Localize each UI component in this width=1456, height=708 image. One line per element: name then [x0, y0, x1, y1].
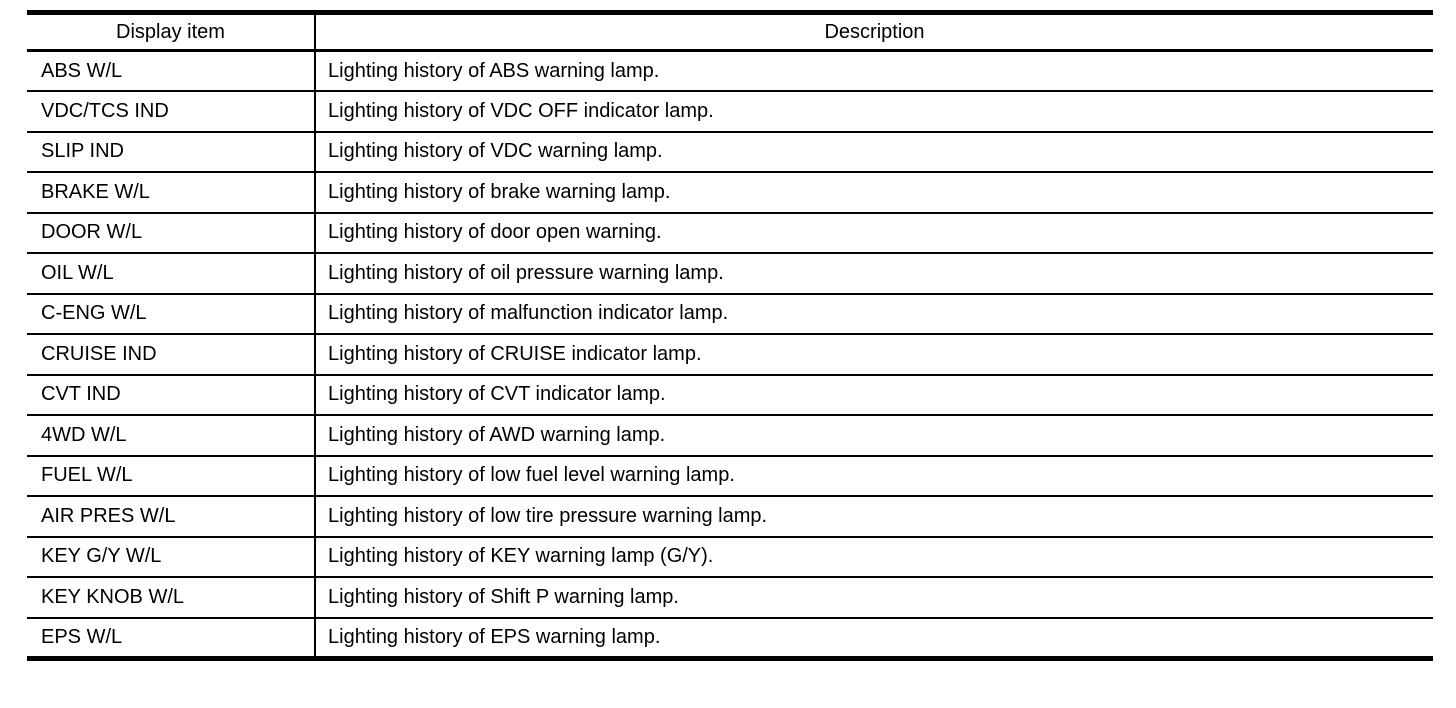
description-cell: Lighting history of VDC OFF indicator la…: [315, 91, 1433, 133]
description-cell: Lighting history of door open warning.: [315, 212, 1433, 254]
description-cell: Lighting history of KEY warning lamp (G/…: [315, 536, 1433, 578]
description-cell: Lighting history of EPS warning lamp.: [328, 625, 661, 648]
table-row: VDC/TCS IND Lighting history of VDC OFF …: [27, 91, 1433, 133]
table-row: FUEL W/L Lighting history of low fuel le…: [27, 455, 1433, 497]
display-item-cell: AIR PRES W/L: [27, 496, 316, 538]
description-cell: Lighting history of low fuel level warni…: [315, 455, 1433, 497]
description-cell: Lighting history of VDC warning lamp.: [315, 131, 1433, 173]
table-row: 4WD W/L Lighting history of AWD warning …: [27, 415, 1433, 457]
display-item-cell: OIL W/L: [27, 253, 316, 295]
table-row: EPS W/L Lighting history of EPS warning …: [27, 617, 1433, 658]
display-item-cell: ABS W/L: [27, 50, 316, 92]
display-item-cell: FUEL W/L: [27, 455, 316, 497]
display-item-cell: C-ENG W/L: [27, 293, 316, 335]
table-row: KEY KNOB W/L Lighting history of Shift P…: [27, 577, 1433, 619]
table-row: CVT IND Lighting history of CVT indicato…: [27, 374, 1433, 416]
table-row: ABS W/L Lighting history of ABS warning …: [27, 50, 1433, 92]
description-cell: Lighting history of low tire pressure wa…: [315, 496, 1433, 538]
header-display-item: Display item: [27, 12, 316, 52]
display-item-cell: VDC/TCS IND: [27, 91, 316, 133]
description-cell: Lighting history of CRUISE indicator lam…: [315, 334, 1433, 376]
display-item-cell: CVT IND: [27, 374, 316, 416]
table-row: CRUISE IND Lighting history of CRUISE in…: [27, 334, 1433, 376]
header-description: Description: [315, 12, 1433, 52]
display-item-cell: KEY G/Y W/L: [27, 536, 316, 578]
description-cell: Lighting history of malfunction indicato…: [315, 293, 1433, 335]
description-cell: Lighting history of oil pressure warning…: [315, 253, 1433, 295]
description-cell: Lighting history of CVT indicator lamp.: [315, 374, 1433, 416]
display-item-table: Display item Description ABS W/L Lightin…: [27, 10, 1433, 661]
display-item-cell: SLIP IND: [27, 131, 316, 173]
table-row: SLIP IND Lighting history of VDC warning…: [27, 131, 1433, 173]
table-row: BRAKE W/L Lighting history of brake warn…: [27, 172, 1433, 214]
display-item-cell: CRUISE IND: [27, 334, 316, 376]
table-row: DOOR W/L Lighting history of door open w…: [27, 212, 1433, 254]
table-row: C-ENG W/L Lighting history of malfunctio…: [27, 293, 1433, 335]
display-item-cell: KEY KNOB W/L: [27, 577, 316, 619]
display-item-cell: EPS W/L: [27, 617, 316, 658]
header-row: Display item Description: [27, 12, 1433, 52]
description-cell: Lighting history of AWD warning lamp.: [315, 415, 1433, 457]
table-header: Display item Description: [27, 12, 1433, 52]
table-row: AIR PRES W/L Lighting history of low tir…: [27, 496, 1433, 538]
table-body: ABS W/L Lighting history of ABS warning …: [27, 50, 1433, 658]
description-cell: Lighting history of ABS warning lamp.: [315, 50, 1433, 92]
description-cell: Lighting history of brake warning lamp.: [315, 172, 1433, 214]
display-item-cell: 4WD W/L: [27, 415, 316, 457]
description-cell: Lighting history of Shift P warning lamp…: [315, 577, 1433, 619]
table-row: OIL W/L Lighting history of oil pressure…: [27, 253, 1433, 295]
display-item-cell: DOOR W/L: [27, 212, 316, 254]
display-item-cell: BRAKE W/L: [27, 172, 316, 214]
table-row: KEY G/Y W/L Lighting history of KEY warn…: [27, 536, 1433, 578]
